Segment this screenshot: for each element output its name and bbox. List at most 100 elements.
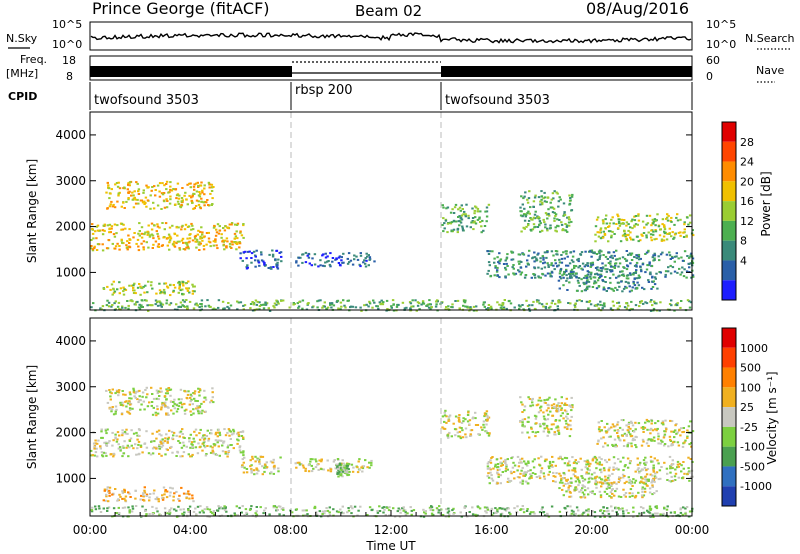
power-cell <box>321 306 324 309</box>
velocity-cell <box>482 423 485 426</box>
power-cell <box>461 229 465 232</box>
power-cell <box>673 255 677 258</box>
power-cell <box>177 291 180 294</box>
power-cell <box>562 214 565 217</box>
velocity-cell <box>654 472 657 475</box>
power-cell <box>593 252 596 255</box>
power-cell <box>169 283 172 286</box>
velocity-cell <box>137 443 140 446</box>
velocity-cell <box>158 443 161 446</box>
velocity-cell <box>226 431 229 434</box>
power-cell <box>102 224 105 227</box>
velocity-cell <box>637 471 641 474</box>
velocity-cell <box>201 449 204 452</box>
velocity-cell <box>457 435 460 438</box>
velocity-cell <box>102 499 105 502</box>
velocity-cell <box>519 508 523 511</box>
power-cell <box>191 194 194 197</box>
velocity-cell <box>603 426 606 429</box>
power-cell <box>604 276 607 278</box>
power-cell <box>178 283 181 286</box>
power-cell <box>132 194 135 197</box>
freq-band-right <box>441 66 692 77</box>
velocity-cell <box>521 480 525 483</box>
velocity-cell <box>528 436 531 439</box>
velocity-cell <box>653 480 656 483</box>
power-cell <box>475 206 478 209</box>
power-cell <box>260 304 263 307</box>
power-cell <box>639 239 642 242</box>
velocity-colorbar-swatch <box>722 407 736 427</box>
power-cell <box>248 250 251 253</box>
power-cell <box>475 305 478 308</box>
power-cell <box>638 305 641 308</box>
velocity-cell <box>118 493 121 496</box>
velocity-cell <box>574 480 578 483</box>
power-cell <box>463 299 466 302</box>
velocity-cell <box>490 474 493 477</box>
velocity-cell <box>92 442 96 445</box>
power-cell <box>435 300 438 303</box>
velocity-cell <box>198 438 202 441</box>
power-cell <box>193 207 196 210</box>
velocity-cell <box>523 475 527 477</box>
velocity-cell <box>162 486 166 489</box>
velocity-cell <box>545 426 549 429</box>
power-cell <box>551 211 555 214</box>
power-cell <box>133 190 136 193</box>
velocity-cell <box>631 485 634 487</box>
power-cell <box>258 264 261 267</box>
power-cell <box>140 226 144 229</box>
velocity-cell <box>157 398 160 401</box>
velocity-cell <box>155 498 158 501</box>
power-cell <box>202 248 206 251</box>
velocity-cell <box>188 497 191 500</box>
power-cell <box>560 254 563 256</box>
velocity-cell <box>595 467 598 470</box>
velocity-cell <box>327 469 330 472</box>
power-cell <box>276 267 280 270</box>
velocity-cell <box>642 428 645 431</box>
velocity-cell <box>155 397 158 400</box>
power-cell <box>149 194 152 197</box>
power-cell <box>447 308 450 311</box>
velocity-cell <box>458 418 461 421</box>
velocity-cell <box>179 388 183 391</box>
power-cell <box>624 234 628 237</box>
velocity-cell <box>345 465 348 467</box>
power-cell <box>514 272 518 275</box>
power-cell <box>517 269 520 272</box>
power-cell <box>604 218 607 221</box>
velocity-cell <box>93 445 96 448</box>
power-cell <box>156 204 160 207</box>
velocity-cell <box>164 392 168 395</box>
velocity-cell <box>586 487 590 490</box>
power-cell <box>578 284 581 287</box>
velocity-cell <box>217 439 220 442</box>
power-cell <box>176 182 180 185</box>
power-cell <box>634 223 638 226</box>
power-cell <box>596 258 600 261</box>
power-cell <box>173 245 177 248</box>
velocity-cell <box>648 507 652 510</box>
velocity-cell <box>485 430 488 433</box>
velocity-cell <box>540 455 543 458</box>
velocity-cell <box>183 412 187 415</box>
velocity-cell <box>228 434 231 437</box>
velocity-cell <box>550 428 553 431</box>
velocity-cell <box>611 423 615 426</box>
velocity-cell <box>192 500 195 503</box>
velocity-cell <box>521 505 524 507</box>
velocity-cell <box>651 479 654 482</box>
power-cell <box>629 253 633 256</box>
power-cell <box>107 187 111 190</box>
power-cell <box>125 200 128 203</box>
power-cell <box>620 218 624 221</box>
velocity-cell <box>614 443 617 446</box>
power-cell <box>625 221 629 224</box>
power-cell <box>625 237 628 240</box>
power-cell <box>401 301 405 304</box>
velocity-cell <box>615 507 618 510</box>
power-cell <box>524 191 527 194</box>
velocity-cell <box>140 494 143 497</box>
